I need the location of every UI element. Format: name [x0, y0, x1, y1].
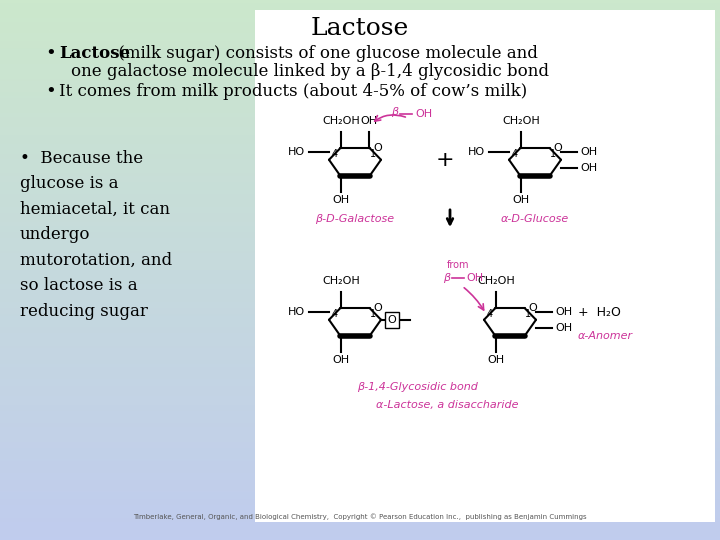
Text: CH₂OH: CH₂OH: [477, 276, 515, 286]
Text: OH: OH: [555, 323, 572, 333]
Text: HO: HO: [468, 147, 485, 157]
Text: β-D-Galactose: β-D-Galactose: [315, 214, 395, 224]
Text: OH: OH: [555, 307, 572, 317]
Text: α-Lactose, a disaccharide: α-Lactose, a disaccharide: [377, 400, 518, 410]
Text: CH₂OH: CH₂OH: [322, 276, 360, 286]
Text: 4: 4: [487, 309, 493, 319]
Text: 4: 4: [512, 149, 518, 159]
Text: OH: OH: [333, 195, 350, 205]
Text: OH: OH: [333, 355, 350, 365]
Text: α-D-Glucose: α-D-Glucose: [501, 214, 569, 224]
Text: 1: 1: [370, 309, 376, 319]
Text: OH: OH: [466, 273, 483, 283]
Text: CH₂OH: CH₂OH: [322, 116, 360, 126]
Text: +  H₂O: + H₂O: [578, 306, 621, 319]
Text: Lactose: Lactose: [311, 17, 409, 40]
Text: Lactose: Lactose: [59, 45, 130, 62]
Text: 1: 1: [370, 149, 376, 159]
Text: α-Anomer: α-Anomer: [578, 331, 633, 341]
Text: β-1,4-Glycosidic bond: β-1,4-Glycosidic bond: [357, 382, 478, 392]
Text: •  Because the
glucose is a
hemiacetal, it can
undergo
mutorotation, and
so lact: • Because the glucose is a hemiacetal, i…: [20, 150, 172, 320]
Text: O: O: [553, 143, 562, 153]
Text: O: O: [528, 303, 536, 313]
Text: •: •: [45, 83, 55, 101]
Text: (milk sugar) consists of one glucose molecule and: (milk sugar) consists of one glucose mol…: [113, 45, 538, 62]
Text: β: β: [391, 107, 398, 117]
Text: 4: 4: [332, 149, 338, 159]
Bar: [255, 10, 715, 522]
Text: •: •: [45, 45, 55, 63]
Text: 1: 1: [550, 149, 556, 159]
Text: O: O: [373, 143, 382, 153]
Text: Timberlake, General, Organic, and Biological Chemistry,  Copyright © Pearson Edu: Timberlake, General, Organic, and Biolog…: [133, 514, 587, 520]
Text: O: O: [373, 303, 382, 313]
Text: +: +: [436, 150, 454, 170]
Text: OH: OH: [415, 109, 432, 119]
Text: It comes from milk products (about 4-5% of cow’s milk): It comes from milk products (about 4-5% …: [59, 83, 527, 100]
Text: from: from: [446, 260, 469, 270]
Text: one galactose molecule linked by a β-1,4 glycosidic bond: one galactose molecule linked by a β-1,4…: [71, 63, 549, 80]
Text: HO: HO: [288, 147, 305, 157]
Text: OH: OH: [361, 116, 377, 126]
Text: β: β: [443, 273, 450, 283]
Text: OH: OH: [580, 163, 597, 173]
Text: OH: OH: [487, 355, 505, 365]
Text: CH₂OH: CH₂OH: [502, 116, 540, 126]
Text: OH: OH: [580, 147, 597, 157]
Text: OH: OH: [513, 195, 530, 205]
Text: 1: 1: [525, 309, 531, 319]
Text: O: O: [387, 315, 397, 325]
Text: 4: 4: [332, 309, 338, 319]
Text: HO: HO: [288, 307, 305, 317]
